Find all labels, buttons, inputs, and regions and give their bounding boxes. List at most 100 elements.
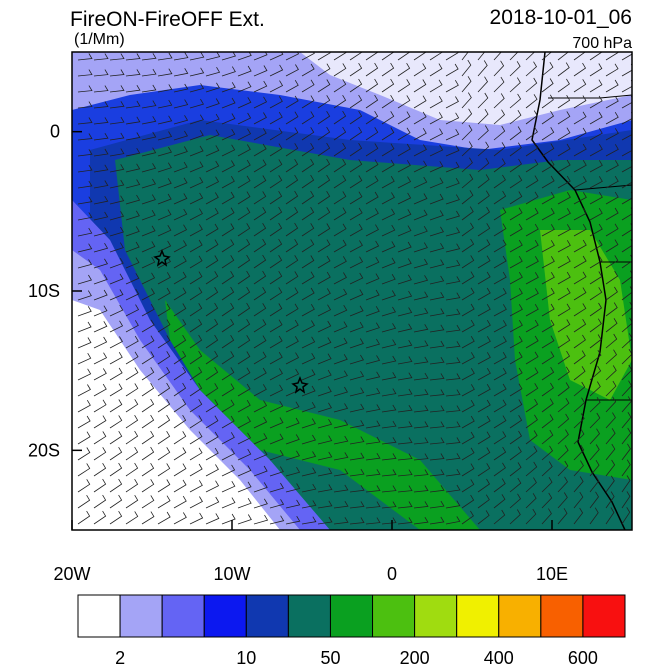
barb xyxy=(621,301,632,317)
barb xyxy=(221,286,235,301)
barb xyxy=(141,178,157,189)
barb xyxy=(221,128,236,141)
barb xyxy=(557,52,569,61)
barb xyxy=(253,384,267,397)
field-lightgreen-east xyxy=(540,230,632,400)
barb xyxy=(77,447,91,461)
barb xyxy=(541,382,554,397)
barb xyxy=(109,132,125,141)
barb xyxy=(605,318,618,333)
barb xyxy=(333,142,347,157)
barb xyxy=(317,79,331,93)
barb xyxy=(173,115,189,125)
barb xyxy=(461,52,469,61)
colorbar-box xyxy=(456,594,500,638)
barb xyxy=(221,239,235,253)
barb xyxy=(93,447,107,461)
barb xyxy=(429,405,445,413)
barb xyxy=(605,428,616,445)
barb xyxy=(381,257,396,269)
colorbar-box xyxy=(203,594,247,638)
barb xyxy=(509,477,522,493)
barb xyxy=(157,463,171,477)
barb xyxy=(365,127,379,141)
barb xyxy=(349,207,363,221)
barb xyxy=(157,319,171,333)
barb xyxy=(525,256,539,269)
barb xyxy=(237,383,251,397)
barb xyxy=(173,287,187,301)
barb xyxy=(573,428,585,445)
barb xyxy=(77,164,93,173)
barb xyxy=(125,367,139,381)
barb xyxy=(605,191,619,205)
barb xyxy=(493,320,507,333)
barb xyxy=(413,63,427,77)
barb xyxy=(221,144,236,157)
barb xyxy=(253,127,267,141)
barb xyxy=(541,366,555,381)
barb xyxy=(93,305,108,317)
barb xyxy=(557,429,569,445)
barb xyxy=(381,192,395,205)
barb xyxy=(77,274,93,285)
barb xyxy=(461,352,475,365)
barb xyxy=(493,109,506,125)
barb xyxy=(125,273,140,285)
barb xyxy=(445,112,460,125)
barb xyxy=(557,62,570,77)
barb xyxy=(189,415,203,429)
barb xyxy=(173,398,187,413)
barb xyxy=(605,239,619,253)
barb xyxy=(557,350,571,365)
barb xyxy=(317,386,332,397)
barb xyxy=(173,479,187,493)
barb xyxy=(397,225,412,237)
barb xyxy=(381,94,395,109)
barb xyxy=(253,465,268,477)
barb xyxy=(589,63,603,77)
barb xyxy=(445,405,461,413)
colorbar-box xyxy=(372,594,416,638)
barb xyxy=(301,401,316,413)
barb xyxy=(509,304,523,317)
barb xyxy=(349,436,365,445)
barb xyxy=(589,507,599,525)
barb xyxy=(589,271,603,285)
barb xyxy=(173,271,187,285)
barb xyxy=(77,69,93,77)
barb xyxy=(509,77,521,93)
barb xyxy=(589,223,603,237)
barb xyxy=(125,288,140,301)
barb xyxy=(141,100,157,109)
barb xyxy=(285,466,301,477)
barb xyxy=(333,79,347,93)
barb xyxy=(397,209,412,221)
barb xyxy=(157,495,171,509)
barb xyxy=(541,303,555,317)
barb xyxy=(221,175,235,189)
barb xyxy=(173,495,187,509)
barb xyxy=(173,83,189,93)
barb xyxy=(237,335,251,349)
barb xyxy=(301,352,316,365)
barb xyxy=(301,500,317,509)
barb xyxy=(189,114,204,125)
barb xyxy=(525,61,538,77)
barb xyxy=(525,191,539,205)
barb xyxy=(157,414,171,429)
barb xyxy=(189,224,203,237)
barb xyxy=(301,63,315,77)
barb xyxy=(493,52,502,61)
barb xyxy=(253,433,268,445)
barb xyxy=(573,79,587,93)
barb xyxy=(541,335,555,349)
barb xyxy=(381,388,397,397)
barb xyxy=(525,414,538,429)
barb xyxy=(269,64,284,77)
barb xyxy=(525,239,539,253)
barb xyxy=(493,383,507,397)
barb xyxy=(125,163,141,173)
barb xyxy=(317,288,331,301)
barb xyxy=(253,482,268,493)
